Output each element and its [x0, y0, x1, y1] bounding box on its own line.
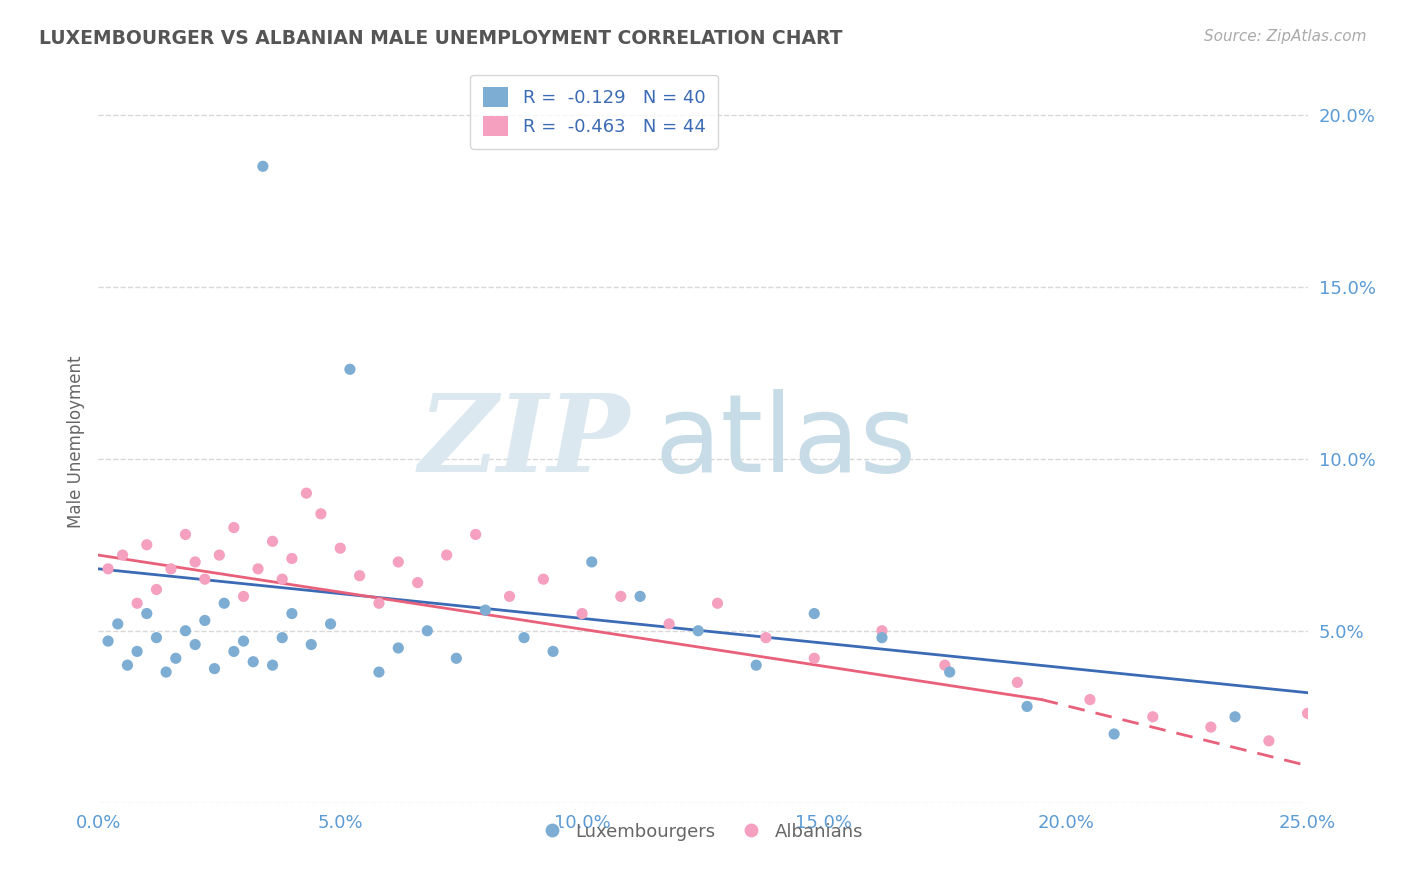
Point — [464, 527, 486, 541]
Point — [803, 651, 825, 665]
Point — [252, 159, 274, 173]
Point — [97, 562, 120, 576]
Point — [1102, 727, 1125, 741]
Point — [184, 555, 207, 569]
Point — [571, 607, 593, 621]
Point — [145, 582, 167, 597]
Point — [474, 603, 496, 617]
Point — [135, 538, 157, 552]
Point — [498, 590, 520, 604]
Point — [299, 638, 322, 652]
Point — [242, 655, 264, 669]
Point — [1078, 692, 1101, 706]
Point — [368, 596, 391, 610]
Point — [281, 551, 304, 566]
Point — [232, 590, 254, 604]
Point — [212, 596, 235, 610]
Point — [1344, 727, 1367, 741]
Point — [145, 631, 167, 645]
Point — [1296, 706, 1319, 721]
Point — [870, 631, 893, 645]
Point — [155, 665, 177, 679]
Y-axis label: Male Unemployment: Male Unemployment — [66, 355, 84, 528]
Point — [541, 644, 564, 658]
Point — [406, 575, 429, 590]
Text: atlas: atlas — [655, 389, 917, 494]
Point — [262, 534, 284, 549]
Point — [309, 507, 332, 521]
Point — [194, 614, 217, 628]
Point — [281, 607, 304, 621]
Point — [319, 616, 342, 631]
Point — [271, 631, 294, 645]
Point — [1384, 744, 1406, 758]
Point — [870, 624, 893, 638]
Text: LUXEMBOURGER VS ALBANIAN MALE UNEMPLOYMENT CORRELATION CHART: LUXEMBOURGER VS ALBANIAN MALE UNEMPLOYME… — [39, 29, 842, 47]
Point — [387, 640, 409, 655]
Point — [295, 486, 318, 500]
Point — [1257, 734, 1279, 748]
Point — [531, 572, 554, 586]
Point — [127, 644, 149, 658]
Point — [222, 644, 245, 658]
Point — [232, 634, 254, 648]
Point — [204, 662, 226, 676]
Point — [658, 616, 681, 631]
Point — [446, 651, 468, 665]
Point — [262, 658, 284, 673]
Point — [247, 562, 270, 576]
Point — [271, 572, 294, 586]
Point — [706, 596, 728, 610]
Point — [107, 616, 129, 631]
Text: ZIP: ZIP — [419, 389, 630, 494]
Point — [127, 596, 149, 610]
Point — [436, 548, 458, 562]
Point — [416, 624, 439, 638]
Point — [97, 634, 120, 648]
Point — [368, 665, 391, 679]
Point — [208, 548, 231, 562]
Point — [938, 665, 960, 679]
Point — [222, 520, 245, 534]
Point — [1223, 710, 1246, 724]
Point — [1142, 710, 1164, 724]
Point — [688, 624, 710, 638]
Point — [329, 541, 352, 556]
Point — [387, 555, 409, 569]
Point — [745, 658, 768, 673]
Point — [1007, 675, 1029, 690]
Point — [755, 631, 778, 645]
Point — [581, 555, 603, 569]
Text: Source: ZipAtlas.com: Source: ZipAtlas.com — [1204, 29, 1367, 44]
Point — [1015, 699, 1038, 714]
Point — [803, 607, 825, 621]
Point — [165, 651, 187, 665]
Point — [610, 590, 633, 604]
Point — [349, 568, 371, 582]
Point — [111, 548, 134, 562]
Point — [174, 624, 197, 638]
Point — [174, 527, 197, 541]
Point — [628, 590, 651, 604]
Point — [184, 638, 207, 652]
Point — [160, 562, 183, 576]
Point — [117, 658, 139, 673]
Point — [194, 572, 217, 586]
Point — [135, 607, 157, 621]
Point — [339, 362, 361, 376]
Point — [513, 631, 536, 645]
Point — [1199, 720, 1222, 734]
Legend: Luxembourgers, Albanians: Luxembourgers, Albanians — [536, 815, 870, 848]
Point — [934, 658, 956, 673]
